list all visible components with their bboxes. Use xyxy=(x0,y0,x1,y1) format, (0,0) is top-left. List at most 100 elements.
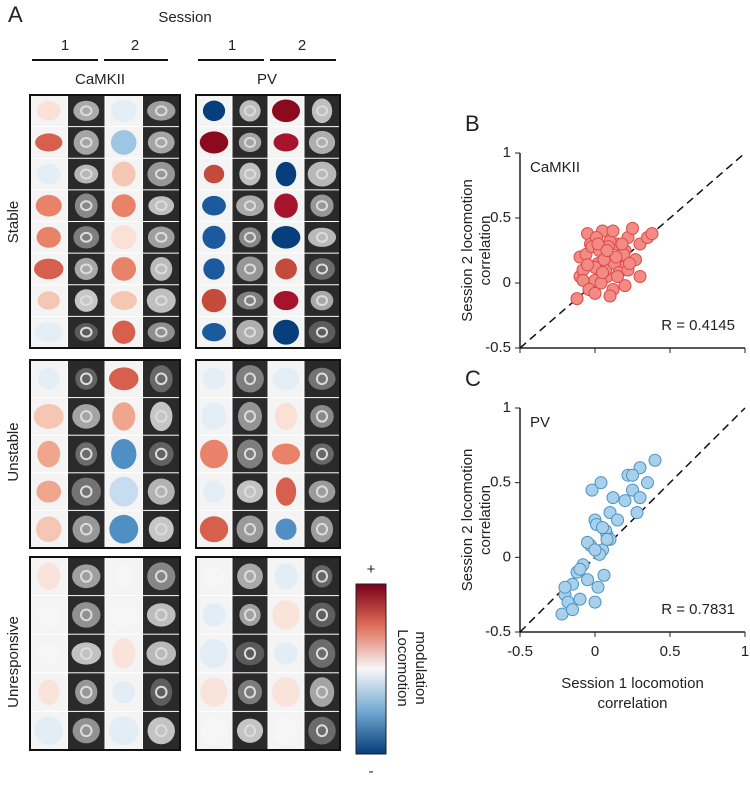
thumb-blob xyxy=(309,677,335,707)
x-axis-label: Session 1 locomotion xyxy=(561,675,704,692)
thumb-ring xyxy=(80,647,93,660)
point xyxy=(588,543,602,557)
thumb-blob xyxy=(150,678,173,706)
thumb-blob xyxy=(311,565,333,588)
thumb-blob xyxy=(202,367,226,390)
row-label: Stable xyxy=(5,201,22,244)
thumb-blob xyxy=(74,289,98,312)
thumb-ring xyxy=(243,105,257,117)
thumb-blob xyxy=(239,227,261,248)
thumb-blob xyxy=(36,516,62,542)
thumb-ring xyxy=(315,410,329,423)
point xyxy=(576,273,590,287)
thumb-blob xyxy=(203,565,225,588)
y-tick-label: 0 xyxy=(503,274,511,291)
point xyxy=(618,279,632,293)
thumb-blob xyxy=(111,194,136,218)
thumb-blob xyxy=(310,290,334,311)
panel-label: C xyxy=(465,366,481,391)
thumb-ring xyxy=(155,447,168,461)
y-axis-label: Session 2 locomotion xyxy=(459,179,476,322)
y-axis-label: Session 2 locomotion xyxy=(459,449,476,592)
thumb-blob xyxy=(236,480,264,503)
group-box xyxy=(29,359,181,549)
thumb-ring xyxy=(80,372,93,386)
thumb-blob xyxy=(308,130,336,155)
group-box xyxy=(195,556,341,751)
point xyxy=(641,476,654,490)
session-number: 1 xyxy=(228,37,236,54)
point xyxy=(645,227,659,241)
thumb-blob xyxy=(308,367,336,390)
point xyxy=(566,603,579,617)
thumb-blob xyxy=(37,642,60,665)
point xyxy=(626,221,639,235)
point xyxy=(618,494,632,508)
thumb-blob xyxy=(203,480,225,504)
thumb-blob xyxy=(272,600,300,630)
thumb-blob xyxy=(310,405,334,428)
thumb-ring xyxy=(243,608,257,622)
thumb-blob xyxy=(239,100,261,122)
thumb-blob xyxy=(148,442,174,466)
thumb-ring xyxy=(155,724,168,738)
thumb-blob xyxy=(146,641,177,666)
point xyxy=(591,580,605,594)
y-axis-label: correlation xyxy=(477,485,494,555)
thumb-blob xyxy=(109,476,139,507)
y-tick-label: 0.5 xyxy=(490,474,511,491)
thumb-ring xyxy=(155,295,168,306)
x-tick-label: 0 xyxy=(591,643,599,660)
thumb-blob xyxy=(239,162,261,186)
annotation: CaMKII xyxy=(530,159,580,176)
session-label: Session xyxy=(158,9,211,26)
y-tick-label: -0.5 xyxy=(485,623,511,640)
thumb-blob xyxy=(200,439,228,469)
thumb-blob xyxy=(110,291,137,310)
point xyxy=(585,483,599,497)
thumb-blob xyxy=(237,679,263,705)
thumb-blob xyxy=(34,322,63,343)
thumb-ring xyxy=(315,231,329,243)
thumb-blob xyxy=(310,194,334,217)
thumb-ring xyxy=(80,447,93,461)
panel-label: A xyxy=(8,2,23,27)
thumb-blob xyxy=(146,603,176,627)
thumb-blob xyxy=(36,101,61,121)
thumb-blob xyxy=(38,367,60,390)
thumb-blob xyxy=(108,367,139,391)
thumb-blob xyxy=(236,256,264,282)
y-tick-label: 1 xyxy=(503,399,511,416)
session-number: 2 xyxy=(298,37,306,54)
thumb-ring xyxy=(243,372,257,386)
point xyxy=(633,270,647,283)
thumb-blob xyxy=(37,440,61,468)
point xyxy=(573,562,587,576)
thumb-blob xyxy=(75,442,98,466)
thumb-ring xyxy=(243,522,257,536)
thumb-blob xyxy=(307,161,337,187)
stat: R = 0.7831 xyxy=(661,601,735,618)
thumb-blob xyxy=(74,164,99,184)
thumb-blob xyxy=(109,514,139,544)
group-label: PV xyxy=(257,71,277,88)
thumb-blob xyxy=(75,679,98,705)
thumb-blob xyxy=(308,716,336,745)
thumb-blob xyxy=(271,226,301,249)
point xyxy=(594,476,608,490)
thumb-blob xyxy=(236,319,264,345)
thumb-blob xyxy=(201,402,227,431)
thumb-blob xyxy=(273,290,299,311)
thumb-blob xyxy=(202,100,226,122)
point xyxy=(603,289,617,303)
thumb-blob xyxy=(274,642,298,665)
thumb-blob xyxy=(201,288,227,313)
thumb-blob xyxy=(111,438,137,470)
group-box xyxy=(195,359,341,549)
thumb-blob xyxy=(147,161,176,187)
thumb-blob xyxy=(202,323,226,342)
thumb-blob xyxy=(149,365,173,393)
thumb-blob xyxy=(110,130,137,155)
group-box xyxy=(29,556,181,751)
